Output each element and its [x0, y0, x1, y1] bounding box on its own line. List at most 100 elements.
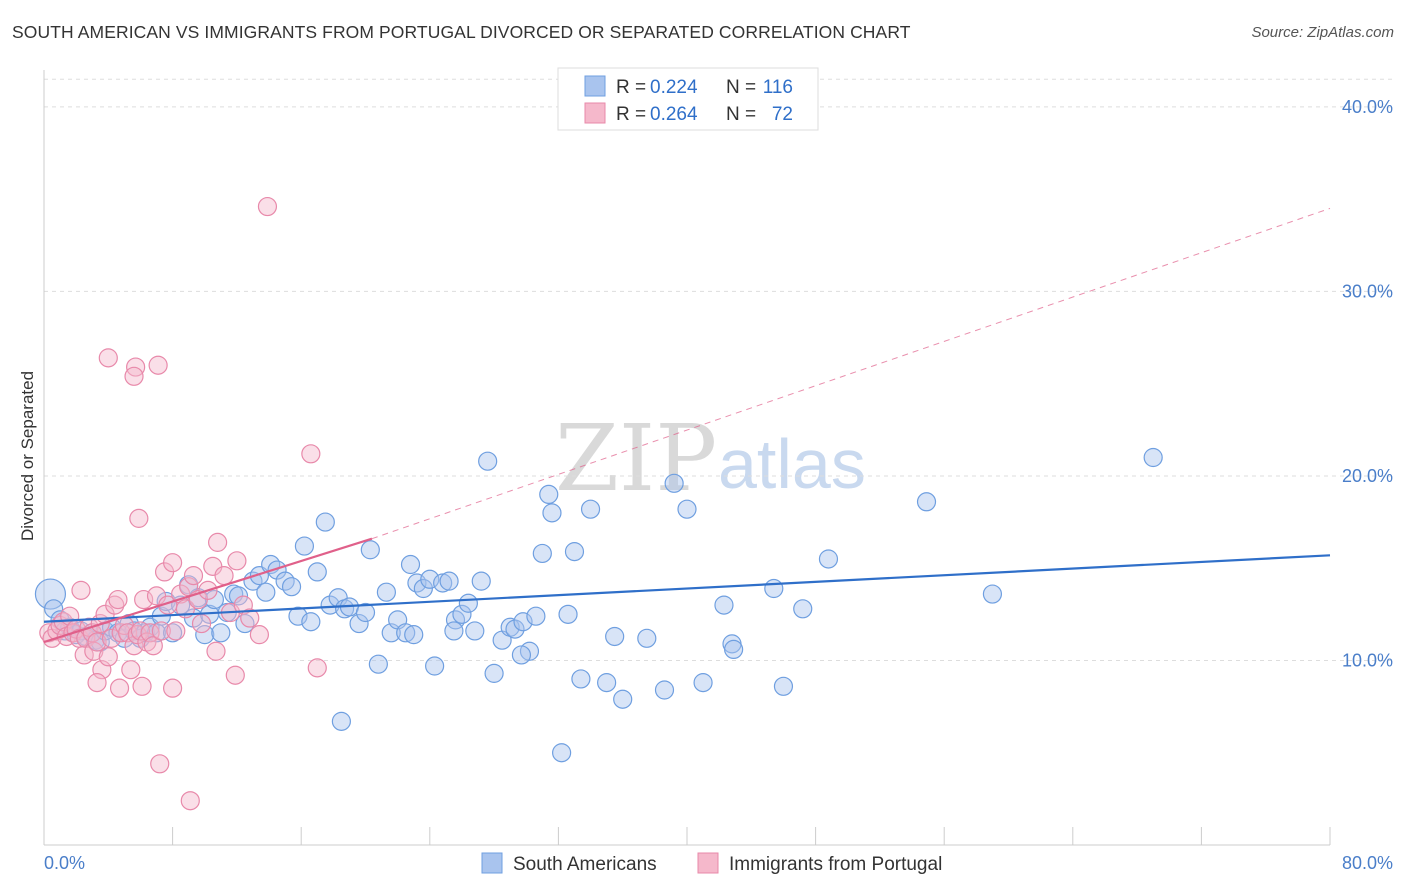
point-blue-47 [315, 512, 335, 532]
point-pink-61 [257, 196, 278, 217]
point-blue-84 [558, 604, 578, 624]
gridlines [44, 78, 1393, 661]
point-blue-63 [420, 569, 440, 589]
point-blue-70 [465, 621, 485, 641]
legend-n-value-1: 116 [763, 77, 793, 98]
point-blue-54 [360, 540, 380, 560]
point-pink-64 [150, 754, 170, 774]
point-blue-80 [532, 543, 552, 564]
point-blue-56 [376, 582, 396, 602]
point-blue-98 [724, 639, 744, 660]
trend-line-blue [43, 554, 1331, 623]
point-blue-101 [793, 599, 813, 619]
point-blue-53 [355, 602, 376, 623]
legend-r-value-1: 0.224 [650, 77, 698, 98]
point-pink-65 [180, 791, 200, 811]
point-blue-79 [526, 606, 546, 626]
legend-r-value-2: 0.264 [650, 104, 698, 125]
point-pink-54 [240, 608, 260, 628]
x-tick-right: 80.0% [1342, 853, 1393, 873]
point-blue-85 [564, 542, 585, 562]
point-pink-59 [129, 508, 149, 528]
bottom-legend: South Americans Immigrants from Portugal [481, 852, 942, 875]
point-pink-20 [98, 647, 118, 667]
point-blue-45 [301, 612, 321, 632]
point-blue-106 [331, 711, 351, 731]
legend: R = 0.224 N = 116 R = 0.264 N = 72 [557, 67, 819, 131]
point-blue-66 [439, 571, 459, 591]
point-blue-92 [654, 680, 675, 700]
point-pink-55 [249, 625, 270, 645]
point-pink-49 [208, 532, 228, 552]
point-blue-44 [294, 536, 315, 556]
point-blue-82 [542, 503, 562, 523]
point-blue-81 [539, 484, 559, 505]
point-blue-52 [349, 613, 369, 634]
trend-lines [43, 207, 1331, 644]
point-pink-44 [183, 565, 204, 586]
point-blue-94 [677, 499, 697, 519]
point-pink-11 [74, 645, 94, 665]
point-blue-109 [444, 621, 464, 641]
y-axis-title: Divorced or Separated [18, 371, 37, 541]
y-tick-label-3: 40.0% [1342, 97, 1393, 117]
point-blue-104 [982, 584, 1003, 604]
point-pink-56 [98, 348, 118, 368]
watermark-atlas: atlas [718, 425, 866, 503]
point-blue-103 [916, 492, 937, 512]
point-blue-42 [281, 577, 302, 597]
chart-title: SOUTH AMERICAN VS IMMIGRANTS FROM PORTUG… [12, 22, 911, 42]
watermark: ZIP atlas [555, 405, 866, 512]
point-blue-34 [228, 586, 249, 606]
y-tick-label-0: 10.0% [1342, 650, 1393, 670]
bottom-legend-swatch-blue [481, 852, 503, 874]
point-blue-60 [400, 554, 421, 575]
legend-r-label-1: R = [616, 77, 646, 98]
point-blue-99 [764, 578, 784, 599]
trend-line-pink-extension [371, 207, 1331, 540]
y-tick-label-2: 30.0% [1342, 281, 1393, 301]
point-pink-69 [132, 676, 152, 696]
point-pink-58 [124, 366, 144, 386]
point-blue-31 [211, 623, 231, 643]
point-blue-96 [714, 595, 734, 615]
watermark-zip: ZIP [555, 405, 717, 512]
bottom-legend-label-2: Immigrants from Portugal [729, 854, 942, 875]
point-pink-40 [166, 621, 186, 641]
point-blue-95 [693, 673, 713, 693]
point-pink-23 [108, 589, 128, 610]
point-blue-48 [320, 595, 340, 615]
trend-line-pink [43, 537, 373, 644]
point-pink-66 [225, 665, 245, 685]
point-pink-31 [134, 589, 154, 610]
point-pink-63 [307, 658, 327, 678]
legend-n-label-2: N = [726, 104, 756, 125]
point-pink-16 [87, 632, 107, 652]
point-blue-55 [368, 654, 388, 674]
data-points [34, 196, 1163, 811]
point-blue-59 [396, 623, 416, 643]
point-pink-10 [71, 580, 91, 600]
point-pink-60 [148, 355, 168, 375]
point-blue-64 [425, 656, 445, 676]
point-blue-72 [478, 451, 498, 471]
point-pink-70 [163, 678, 183, 698]
bottom-legend-swatch-pink [697, 852, 719, 874]
point-pink-68 [109, 678, 130, 698]
point-blue-87 [580, 499, 601, 519]
point-pink-30 [130, 621, 151, 641]
point-blue-38 [256, 582, 276, 602]
point-blue-90 [613, 689, 633, 709]
point-blue-68 [452, 604, 472, 624]
point-blue-1 [44, 599, 64, 619]
point-blue-40 [267, 560, 287, 580]
legend-n-value-2: 72 [772, 104, 793, 125]
point-blue-100 [773, 676, 794, 696]
point-pink-71 [87, 673, 107, 693]
legend-r-label-2: R = [616, 104, 646, 125]
point-pink-67 [206, 641, 226, 661]
point-pink-34 [143, 636, 163, 656]
point-pink-62 [301, 444, 321, 464]
point-blue-65 [433, 573, 453, 593]
